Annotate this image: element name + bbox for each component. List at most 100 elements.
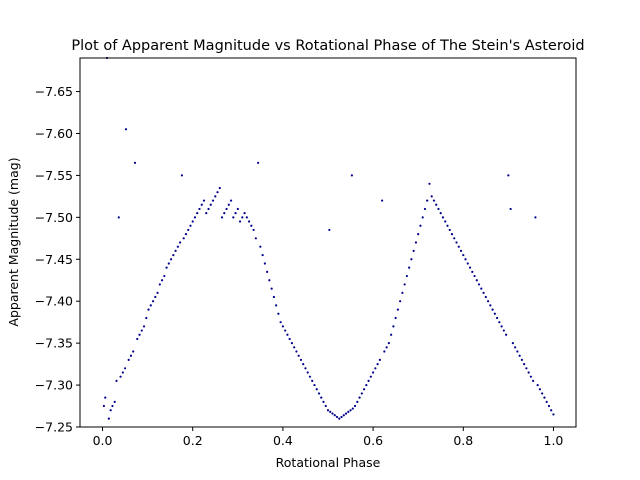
x-axis-label: Rotational Phase <box>276 455 381 470</box>
data-point <box>158 283 161 286</box>
data-point <box>545 400 548 403</box>
x-tick-label: 0.0 <box>93 433 113 448</box>
data-point <box>259 245 262 248</box>
data-point <box>284 329 287 332</box>
data-point <box>205 212 208 215</box>
x-axis: 0.0 0.2 0.4 0.6 0.8 1.0 <box>93 427 563 448</box>
data-point <box>529 375 533 378</box>
data-point <box>471 270 474 273</box>
data-point <box>252 228 255 232</box>
data-point <box>254 237 257 240</box>
data-point <box>179 241 182 244</box>
data-point <box>387 342 390 345</box>
data-point <box>124 128 128 131</box>
data-point <box>302 363 305 366</box>
data-point <box>552 413 555 416</box>
data-point <box>133 161 137 164</box>
data-point <box>220 216 224 219</box>
data-point <box>149 304 152 307</box>
data-point <box>432 199 436 202</box>
data-point <box>113 400 116 403</box>
data-point <box>536 383 539 387</box>
data-point <box>151 300 155 303</box>
data-point <box>333 414 336 417</box>
data-point <box>167 262 170 265</box>
data-point <box>396 308 399 311</box>
data-point <box>350 174 353 177</box>
data-point <box>527 371 530 374</box>
data-point <box>129 354 133 357</box>
data-point <box>111 404 114 408</box>
data-point <box>241 216 244 219</box>
data-point <box>362 388 366 391</box>
data-point <box>489 304 492 307</box>
data-point <box>358 396 361 399</box>
data-point <box>446 224 449 227</box>
data-point <box>216 191 219 194</box>
data-point <box>313 383 316 387</box>
data-point <box>176 245 179 248</box>
y-tick-label: −7.25 <box>35 420 73 435</box>
data-point <box>102 404 105 408</box>
data-point <box>493 312 496 315</box>
data-point <box>419 224 422 227</box>
y-tick-label: −7.45 <box>35 252 73 267</box>
data-point <box>491 308 494 311</box>
data-point <box>169 258 173 261</box>
data-point <box>322 400 325 403</box>
data-point <box>147 308 150 311</box>
data-point <box>308 375 312 378</box>
data-point <box>369 375 372 378</box>
data-point <box>511 342 514 345</box>
data-point <box>107 417 110 420</box>
data-point <box>360 392 363 395</box>
data-point <box>329 410 332 413</box>
data-point <box>464 258 467 261</box>
data-point <box>326 409 330 412</box>
data-point <box>317 392 321 395</box>
data-point <box>520 358 523 362</box>
data-point <box>234 212 237 215</box>
data-point <box>277 312 280 315</box>
data-point <box>523 363 526 366</box>
chart-title: Plot of Apparent Magnitude vs Rotational… <box>71 38 584 54</box>
data-point <box>232 216 235 219</box>
data-point <box>356 400 359 403</box>
data-point <box>236 207 239 211</box>
x-tick-label: 0.8 <box>453 433 473 448</box>
data-point <box>547 404 551 408</box>
data-point <box>196 212 199 215</box>
data-point <box>376 363 379 366</box>
data-point <box>441 216 445 219</box>
data-point <box>225 207 228 211</box>
data-point <box>335 415 339 419</box>
data-point <box>163 274 166 278</box>
y-tick-label: −7.55 <box>35 168 73 183</box>
data-point <box>138 333 141 336</box>
data-point <box>453 237 456 240</box>
data-point <box>295 350 298 353</box>
data-point <box>174 249 177 252</box>
data-point <box>250 224 253 227</box>
data-point <box>218 186 221 190</box>
data-point <box>550 409 553 412</box>
data-point <box>154 295 157 299</box>
data-point <box>136 337 139 341</box>
y-tick-label: −7.65 <box>35 84 73 99</box>
data-point <box>180 174 184 177</box>
data-point <box>450 233 454 236</box>
data-point <box>207 207 210 211</box>
data-point <box>247 220 251 223</box>
data-point <box>426 199 429 202</box>
data-point <box>475 279 478 282</box>
data-point <box>123 367 127 370</box>
data-point <box>160 279 164 282</box>
data-point <box>500 325 503 328</box>
data-point <box>405 274 409 278</box>
data-point <box>525 367 528 370</box>
data-point <box>117 216 120 219</box>
data-point <box>109 409 112 412</box>
data-point <box>304 367 307 370</box>
data-point <box>115 379 118 382</box>
data-point <box>275 304 278 307</box>
